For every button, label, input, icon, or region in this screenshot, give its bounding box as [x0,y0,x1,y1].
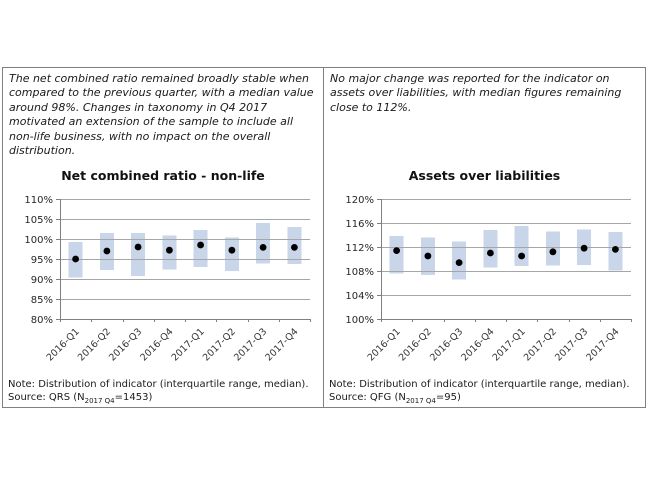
source-text: Source: QRS (N2017 Q4=1453) [8,391,318,405]
median-dot [424,252,432,260]
x-axis-label: 2016-Q2 [397,326,434,363]
y-axis-label: 110% [24,195,53,206]
source-subscript: 2017 Q4 [405,397,436,405]
x-axis-label: 2016-Q4 [138,326,175,363]
x-axis-label: 2016-Q2 [76,326,113,363]
median-dot [549,248,557,256]
note-text: Note: Distribution of indicator (interqu… [8,379,309,390]
chart-svg: 100%104%108%112%116%120%2016-Q12016-Q220… [345,195,632,363]
panel-assets-over-liabilities: No major change was reported for the ind… [324,68,645,407]
iqr-bar [483,230,498,268]
chart-title: Net combined ratio - non-life [61,168,265,183]
y-axis-label: 100% [24,235,53,246]
note-block: Note: Distribution of indicator (interqu… [3,378,323,407]
chart-svg: 80%85%90%95%100%105%110%2016-Q12016-Q220… [24,195,311,363]
iqr-bar [193,230,208,267]
source-subscript: 2017 Q4 [84,397,115,405]
indicator-table: The net combined ratio remained broadly … [2,67,646,408]
y-axis-label: 80% [31,315,53,326]
median-dot [518,252,525,260]
x-axis-label: 2016-Q1 [366,326,403,363]
y-axis-label: 120% [345,195,374,206]
median-dot [455,259,463,266]
source-prefix: Source: QFG (N [329,392,406,403]
y-axis-label: 95% [31,255,53,266]
x-axis-label: 2017-Q2 [522,326,559,363]
x-axis-label: 2017-Q3 [232,326,269,363]
source-text: Source: QFG (N2017 Q4=95) [329,391,640,405]
x-axis-label: 2016-Q3 [428,326,465,363]
median-dot [580,244,588,252]
median-dot [72,255,79,263]
note-block: Note: Distribution of indicator (interqu… [324,378,645,407]
median-dot [393,247,400,254]
chart-title: Assets over liabilities [408,168,561,183]
iqr-bar [389,236,404,274]
median-dot [228,246,236,254]
commentary-text: No major change was reported for the ind… [330,72,622,114]
commentary-text: The net combined ratio remained broadly … [9,72,314,158]
median-dot [487,249,494,257]
source-prefix: Source: QRS (N [8,392,85,403]
x-axis-label: 2017-Q4 [263,326,300,363]
iqr-bar [514,226,529,267]
x-axis-label: 2017-Q3 [553,326,590,363]
x-axis-label: 2016-Q4 [459,326,496,363]
y-axis-label: 100% [345,315,374,326]
y-axis-label: 116% [345,219,374,230]
chart-net-combined-ratio: 80% 85% 90% 95% 100% 105% 110% 2016-Q1 2016-Q2 20… [3,186,323,376]
y-axis-label: 85% [31,295,53,306]
source-suffix: =1453) [114,392,153,403]
source-suffix: =95) [435,392,461,403]
iqr-bar [131,233,146,277]
y-axis-label: 104% [345,291,374,302]
panel-net-combined-ratio: The net combined ratio remained broadly … [3,68,324,407]
x-axis-label: 2017-Q1 [170,326,207,363]
iqr-bar [224,237,239,271]
chart-assets-over-liabilities: 100% 104% 108% 112% 116% 120% 2016-Q1 2016-Q2 20… [324,186,645,376]
median-dot [259,244,267,251]
x-axis-label: 2017-Q1 [491,326,528,363]
x-axis-label: 2017-Q4 [584,326,621,363]
median-dot [166,246,173,254]
median-dot [612,246,619,253]
x-axis-label: 2016-Q1 [45,326,82,363]
median-dot [197,241,205,249]
median-dot [291,244,298,251]
median-dot [134,243,142,251]
y-axis-label: 112% [345,243,374,254]
y-axis-label: 90% [31,275,53,286]
iqr-bar [256,223,271,264]
y-axis-label: 105% [24,215,53,226]
median-dot [103,247,111,255]
x-axis-label: 2017-Q2 [201,326,238,363]
x-axis-label: 2016-Q3 [107,326,144,363]
note-text: Note: Distribution of indicator (interqu… [329,379,630,390]
y-axis-label: 108% [345,267,374,278]
